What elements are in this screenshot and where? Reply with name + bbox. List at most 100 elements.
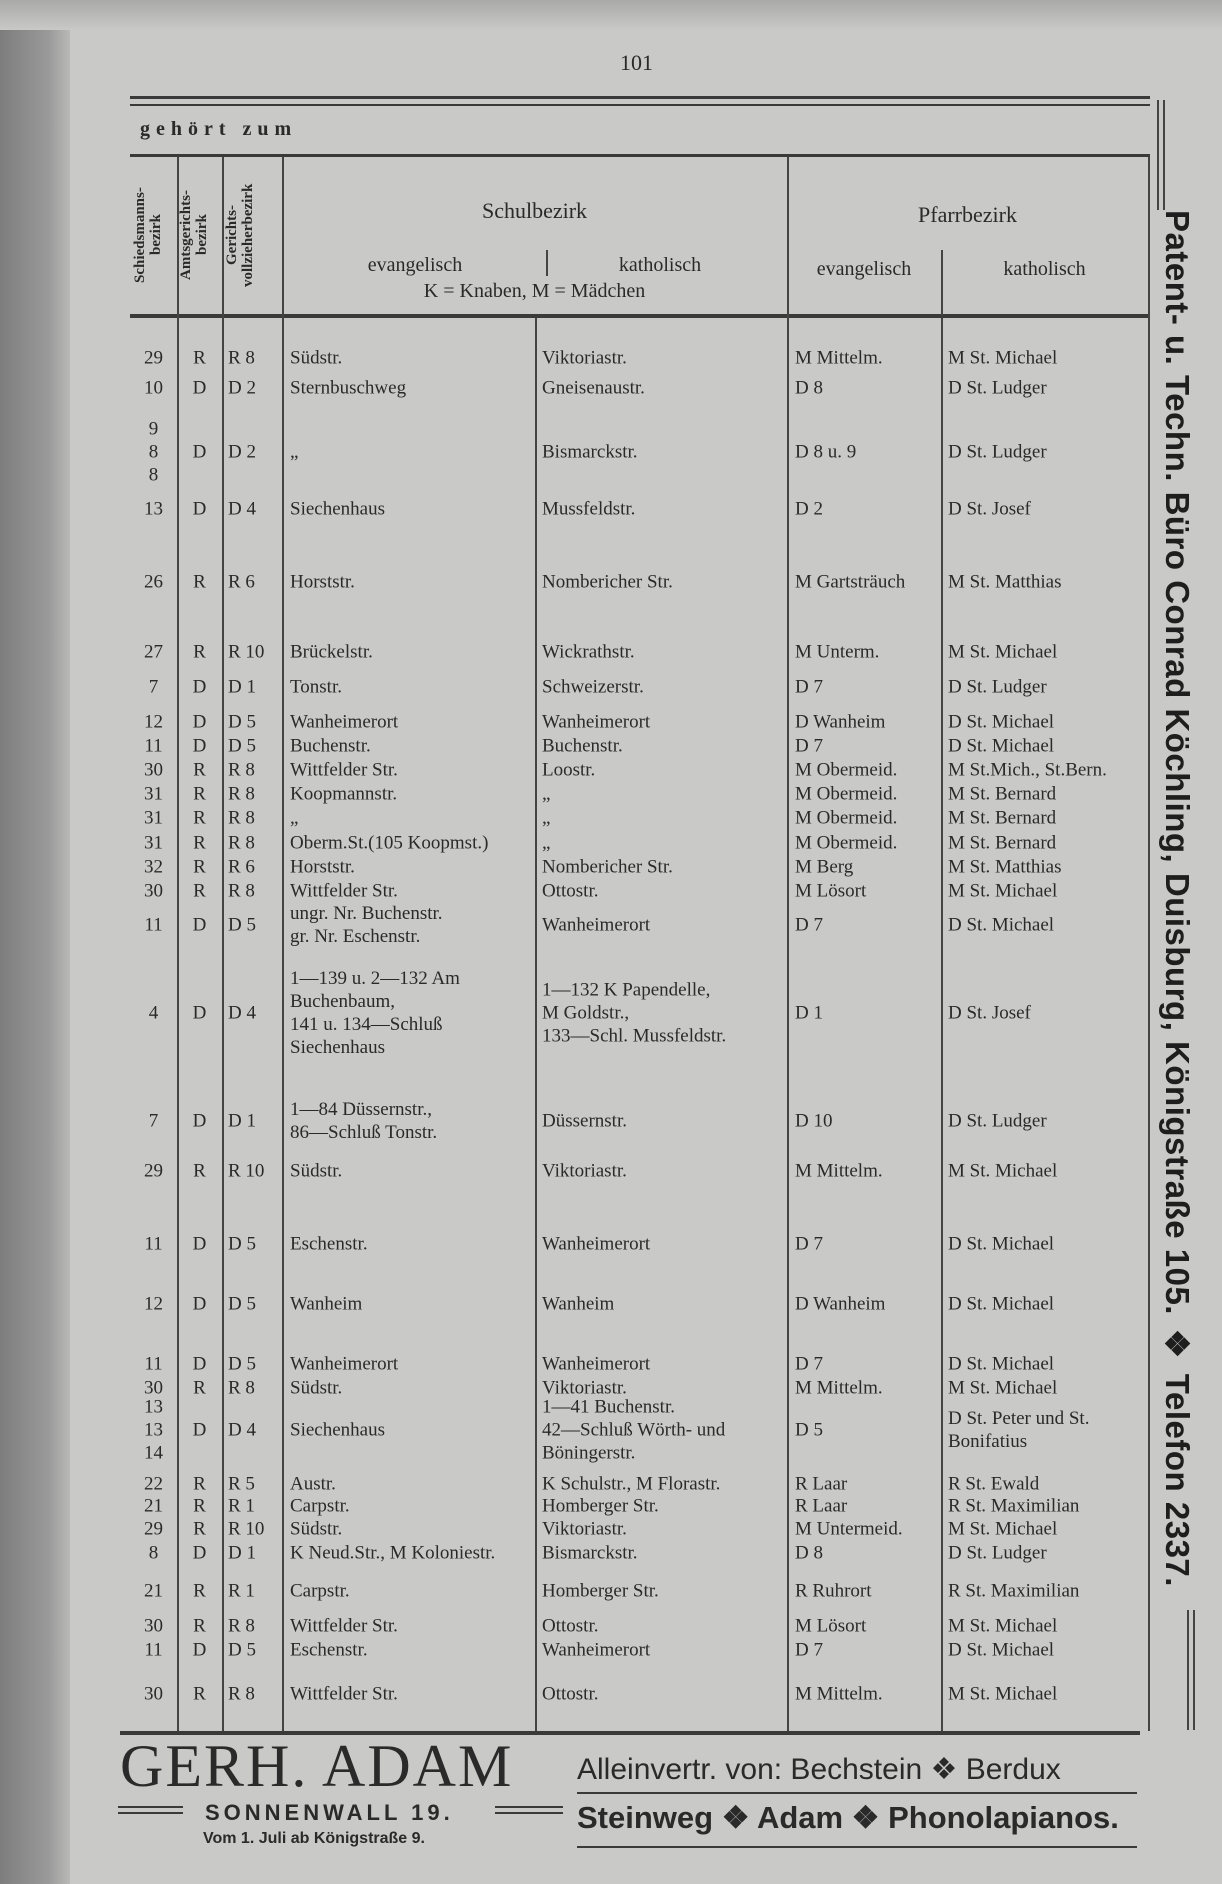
page-number: 101 [620,50,653,75]
cell-gerichtsvollzieher: D 5 [228,711,256,733]
cell-schiedsmann: 29 [144,1160,163,1182]
cell-schule-katholisch: Wanheimerort [542,914,651,936]
cell-gerichtsvollzieher: R 10 [228,641,265,663]
ad-underline [577,1846,1137,1848]
cell-schule-katholisch: Buchenstr. [542,735,623,757]
ad-address: SONNENWALL 19. [205,1800,454,1825]
cell-amtsgericht: D [192,1293,207,1315]
cell-schiedsmann: 30 [144,1377,163,1399]
cell-schule-katholisch: 1—41 Buchenstr. 42—Schluß Wörth- und Bön… [542,1396,726,1464]
cell-schule-katholisch: „ [542,783,551,805]
cell-pfarre-evangelisch: D 7 [795,735,823,757]
cell-amtsgericht: R [193,807,206,829]
cell-schule-katholisch: Wanheimerort [542,1353,651,1375]
cell-pfarre-evangelisch: D 8 [795,377,823,399]
header-bottom-rule [130,314,1150,318]
cell-schule-evangelisch: 1—139 u. 2—132 Am Buchenbaum, 141 u. 134… [290,968,460,1058]
cell-pfarre-evangelisch: D 10 [795,1110,833,1132]
cell-schule-evangelisch: ungr. Nr. Buchenstr. gr. Nr. Eschenstr. [290,903,443,947]
cell-pfarre-katholisch: D St. Josef [948,498,1031,520]
cell-schule-evangelisch: Brückelstr. [290,641,373,663]
cell-amtsgericht: R [193,1377,206,1399]
cell-schule-evangelisch: Eschenstr. [290,1639,368,1661]
cell-pfarre-katholisch: M St. Michael [948,347,1058,369]
cell-gerichtsvollzieher: D 4 [228,1002,256,1024]
cell-pfarre-evangelisch: M Untermeid. [795,1518,903,1540]
cell-amtsgericht: D [192,711,207,733]
cell-schule-evangelisch: Wittfelder Str. [290,1683,398,1705]
cell-pfarre-katholisch: M St. Michael [948,1683,1058,1705]
cell-schiedsmann: 30 [144,880,163,902]
cell-schiedsmann: 30 [144,759,163,781]
cell-pfarre-katholisch: M St. Michael [948,1518,1058,1540]
cell-schule-evangelisch: Südstr. [290,1518,343,1540]
cell-pfarre-katholisch: D St. Ludger [948,1542,1047,1564]
cell-pfarre-katholisch: D St. Ludger [948,377,1047,399]
header-amtsgericht: Amtsgerichts- bezirk [178,190,210,280]
header-pfarr-evangelisch: evangelisch [816,258,912,280]
ad-line-1: Alleinvertr. von: Bechstein ❖ Berdux [577,1753,1061,1786]
cell-amtsgericht: R [193,1518,206,1540]
cell-pfarre-evangelisch: D 5 [795,1419,823,1441]
cell-schule-evangelisch: Wanheimerort [290,711,399,733]
cell-pfarre-katholisch: D St. Michael [948,914,1055,936]
cell-gerichtsvollzieher: R 6 [228,571,255,593]
cell-pfarre-evangelisch: M Mittelm. [795,347,883,369]
top-rule [130,96,1150,99]
cell-schule-katholisch: Schweizerstr. [542,676,644,698]
top-rule-2 [130,104,1150,106]
cell-schule-katholisch: Ottostr. [542,880,599,902]
cell-amtsgericht: D [192,441,207,463]
cell-gerichtsvollzieher: D 5 [228,735,256,757]
cell-gerichtsvollzieher: R 8 [228,759,255,781]
cell-schule-evangelisch: Siechenhaus [290,498,385,520]
header-divider [941,250,943,316]
cell-amtsgericht: D [192,498,207,520]
section-heading: gehört zum [140,118,298,140]
cell-schule-katholisch: Ottostr. [542,1683,599,1705]
cell-pfarre-katholisch: M St. Matthias [948,856,1062,878]
cell-amtsgericht: D [192,1002,207,1024]
cell-pfarre-evangelisch: M Mittelm. [795,1160,883,1182]
cell-schiedsmann: 11 [144,1639,163,1661]
cell-pfarre-katholisch: R St. Ewald [948,1473,1040,1495]
cell-schule-evangelisch: „ [290,807,299,829]
cell-schule-evangelisch: Tonstr. [290,676,342,698]
cell-pfarre-katholisch: R St. Maximilian [948,1495,1080,1517]
cell-pfarre-evangelisch: D 7 [795,1639,823,1661]
cell-schule-evangelisch: Südstr. [290,1160,343,1182]
ad-deco-rule [118,1806,183,1808]
cell-schule-evangelisch: K Neud.Str., M Koloniestr. [290,1542,496,1564]
cell-pfarre-evangelisch: D Wanheim [795,1293,886,1315]
cell-gerichtsvollzieher: R 8 [228,832,255,854]
cell-amtsgericht: R [193,759,206,781]
cell-schiedsmann: 13 13 14 [144,1396,163,1464]
ad-deco-rule [118,1812,183,1814]
cell-schule-katholisch: Homberger Str. [542,1495,659,1517]
cell-schule-evangelisch: Südstr. [290,1377,343,1399]
cell-pfarre-katholisch: M St.Mich., St.Bern. [948,759,1107,781]
cell-gerichtsvollzieher: R 10 [228,1518,265,1540]
cell-amtsgericht: D [192,1419,207,1441]
cell-pfarre-evangelisch: M Unterm. [795,641,880,663]
cell-pfarre-evangelisch: M Obermeid. [795,783,898,805]
header-divider [546,250,548,276]
cell-amtsgericht: D [192,1233,207,1255]
cell-schule-evangelisch: Siechenhaus [290,1419,385,1441]
header-schul-evangelisch: evangelisch [367,254,463,276]
header-schul-legend: K = Knaben, M = Mädchen [423,280,646,302]
cell-schiedsmann: 11 [144,914,163,936]
cell-amtsgericht: R [193,1615,206,1637]
side-advertisement: Patent- u. Techn. Büro Conrad Köchling, … [1159,210,1196,1587]
cell-gerichtsvollzieher: R 8 [228,1615,255,1637]
side-rule [1157,100,1159,210]
cell-pfarre-katholisch: M St. Michael [948,1377,1058,1399]
cell-schiedsmann: 30 [144,1615,163,1637]
cell-schule-katholisch: „ [542,807,551,829]
cell-pfarre-evangelisch: D 7 [795,1353,823,1375]
cell-schiedsmann: 12 [144,711,163,733]
cell-schule-katholisch: Wickrathstr. [542,641,635,663]
cell-gerichtsvollzieher: R 8 [228,783,255,805]
cell-gerichtsvollzieher: R 8 [228,1377,255,1399]
cell-pfarre-katholisch: D St. Michael [948,1233,1055,1255]
